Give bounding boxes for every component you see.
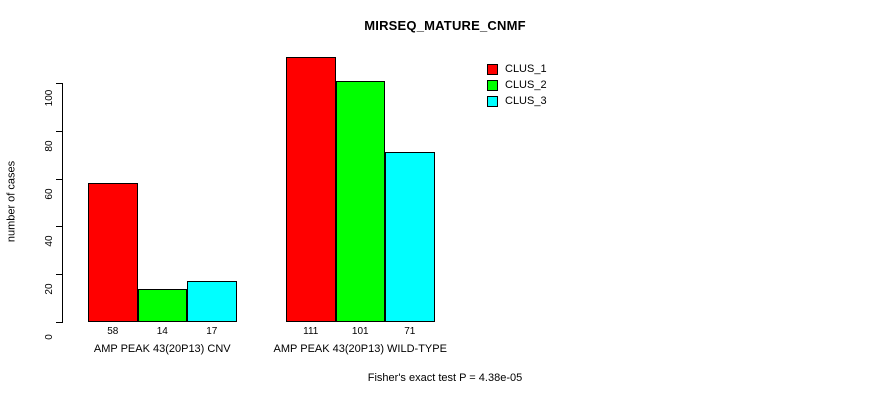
y-axis-tick-label: 60 — [44, 188, 55, 200]
y-axis-tick-mark — [56, 83, 62, 84]
x-axis-group-label: AMP PEAK 43(20P13) CNV — [93, 343, 231, 355]
y-axis-title: number of cases — [5, 160, 18, 243]
bar-value-label: 58 — [107, 326, 119, 337]
bar-clus_3[interactable] — [187, 281, 237, 322]
legend-item-label: CLUS_1 — [505, 63, 547, 75]
page-title: MIRSEQ_MATURE_CNMF — [364, 18, 526, 33]
y-axis-tick-label: 80 — [44, 140, 55, 152]
bar-clus_1[interactable] — [286, 56, 336, 322]
legend-swatch-icon — [487, 80, 498, 91]
y-axis-tick-label: 20 — [44, 283, 55, 295]
y-axis-line — [62, 83, 63, 323]
bar-clus_1[interactable] — [88, 183, 138, 322]
y-axis-tick-mark — [56, 226, 62, 228]
y-axis-tick-label: 100 — [44, 89, 55, 107]
legend-item-label: CLUS_3 — [505, 95, 547, 107]
bar-value-label: 14 — [156, 326, 168, 337]
bar-value-label: 71 — [404, 326, 416, 337]
y-axis-tick-mark — [56, 322, 62, 323]
legend-swatch-icon — [487, 64, 498, 75]
legend-item-label: CLUS_2 — [505, 79, 547, 91]
bar-clus_2[interactable] — [137, 288, 187, 322]
bar-value-label: 111 — [303, 326, 319, 337]
y-axis-tick-mark — [56, 130, 62, 132]
y-axis-tick-mark — [56, 274, 62, 276]
statistical-annotation: Fisher's exact test P = 4.38e-05 — [367, 372, 523, 384]
x-axis-group-label: AMP PEAK 43(20P13) WILD-TYPE — [273, 343, 447, 355]
bar-value-label: 101 — [351, 326, 369, 337]
bar-clus_2[interactable] — [335, 80, 385, 322]
bar-value-label: 17 — [206, 326, 218, 337]
y-axis-tick-label: 40 — [44, 235, 55, 247]
bar-clus_3[interactable] — [385, 152, 435, 322]
y-axis-tick-mark — [56, 178, 62, 180]
legend-swatch-icon — [487, 96, 498, 107]
